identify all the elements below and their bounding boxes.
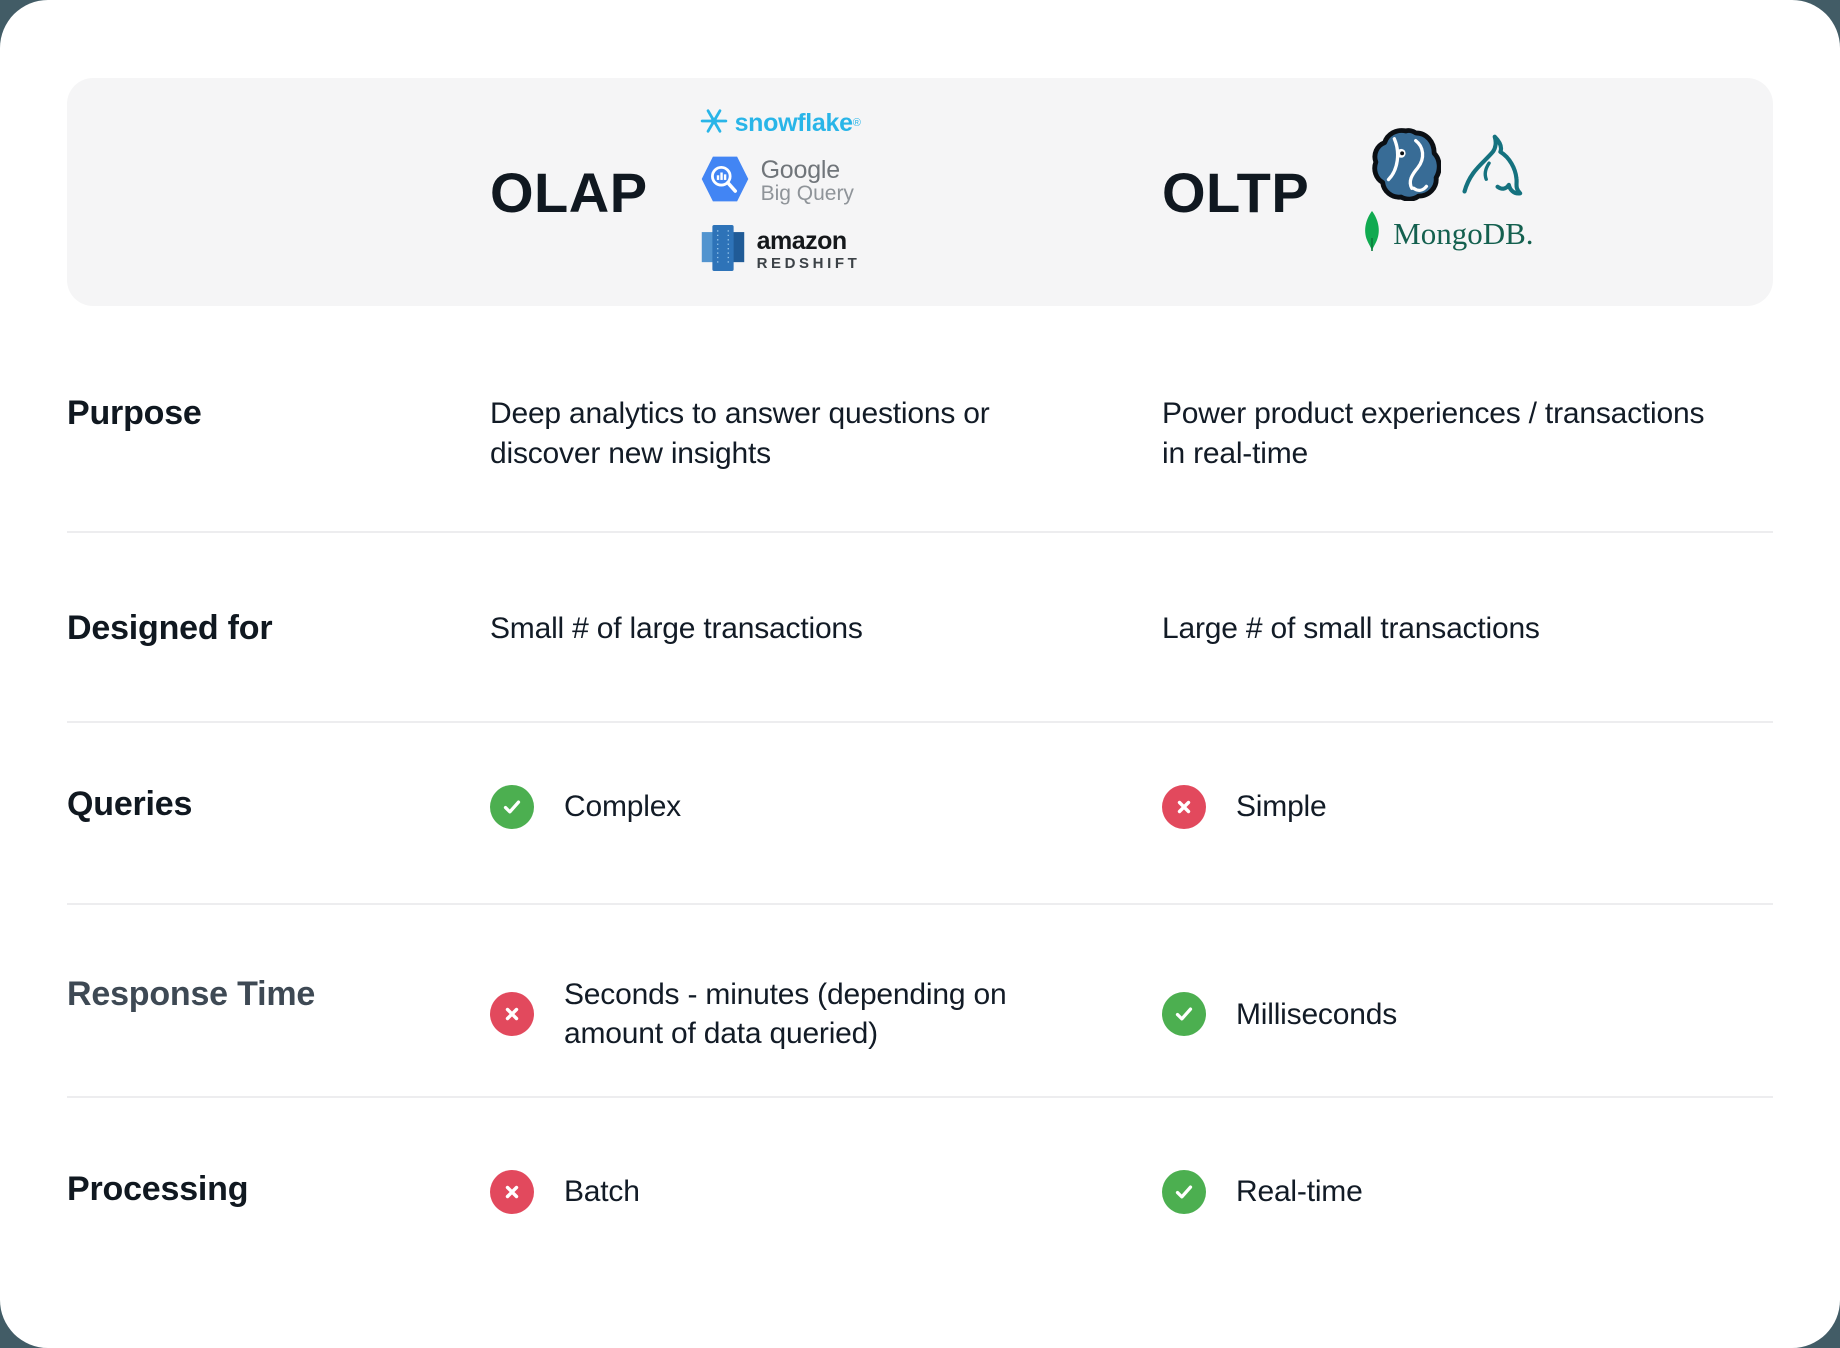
header-band: OLAP snowflake ® xyxy=(67,78,1773,306)
row-divider xyxy=(67,1095,1773,1098)
check-icon xyxy=(1162,1169,1206,1214)
row-divider xyxy=(67,720,1773,723)
mongodb-label: MongoDB. xyxy=(1393,215,1534,251)
oltp-header: OLTP xyxy=(1162,127,1773,257)
cross-icon xyxy=(490,992,534,1037)
row-processing: Processing Batch Real-time xyxy=(0,1098,1840,1254)
row-label-designed-for: Designed for xyxy=(67,609,273,648)
redshift-label: REDSHIFT xyxy=(756,254,861,272)
oltp-response-time-value: Milliseconds xyxy=(1236,997,1397,1031)
google-label: Google xyxy=(760,155,841,184)
google-bigquery-logo: Google Big Query xyxy=(700,152,854,211)
row-divider xyxy=(67,531,1773,534)
cross-icon xyxy=(1162,784,1206,829)
amazon-redshift-logo-icon xyxy=(700,223,746,278)
olap-response-time-value: Seconds - minutes (depending on amount o… xyxy=(564,977,1007,1051)
olap-purpose-value: Deep analytics to answer questions or di… xyxy=(490,397,990,470)
mysql-dolphin-logo-icon xyxy=(1457,131,1523,206)
google-bigquery-logo-icon xyxy=(700,152,750,211)
oltp-designed-for-value: Large # of small transactions xyxy=(1162,612,1540,646)
row-response-time: Response Time Seconds - minutes (dependi… xyxy=(0,905,1840,1096)
row-label-response-time: Response Time xyxy=(67,974,316,1013)
oltp-title: OLTP xyxy=(1162,160,1310,224)
check-icon xyxy=(1162,992,1206,1037)
oltp-processing-value: Real-time xyxy=(1236,1175,1363,1209)
olap-logo-stack: snowflake ® Google xyxy=(700,107,861,278)
olap-designed-for-value: Small # of large transactions xyxy=(490,612,863,646)
row-queries: Queries Complex Simple xyxy=(0,723,1840,903)
snowflake-label: snowflake xyxy=(734,108,853,137)
row-designed-for: Designed for Small # of large transactio… xyxy=(0,533,1840,721)
row-label-processing: Processing xyxy=(67,1169,249,1208)
cross-icon xyxy=(490,1169,534,1214)
amazon-redshift-logo: amazon REDSHIFT xyxy=(700,223,861,278)
olap-title: OLAP xyxy=(490,160,648,224)
row-label-purpose: Purpose xyxy=(67,394,202,432)
row-label-queries: Queries xyxy=(67,784,193,823)
check-icon xyxy=(490,784,534,829)
snowflake-logo-icon xyxy=(700,107,728,140)
row-divider xyxy=(67,902,1773,905)
mongodb-logo: MongoDB. xyxy=(1361,210,1534,257)
amazon-label: amazon xyxy=(756,227,848,255)
postgresql-elephant-logo-icon xyxy=(1371,127,1442,206)
bigquery-label: Big Query xyxy=(760,182,854,206)
snowflake-reg-mark: ® xyxy=(852,117,861,129)
oltp-queries-value: Simple xyxy=(1236,789,1327,823)
oltp-purpose-value: Power product experiences / transactions… xyxy=(1162,397,1705,470)
olap-queries-value: Complex xyxy=(564,789,681,823)
oltp-logo-stack: MongoDB. xyxy=(1361,127,1534,257)
mongodb-leaf-logo-icon xyxy=(1361,210,1383,257)
snowflake-logo: snowflake ® xyxy=(700,107,861,140)
olap-header: OLAP snowflake ® xyxy=(490,107,1162,278)
row-purpose: Purpose Deep analytics to answer questio… xyxy=(0,306,1840,531)
olap-processing-value: Batch xyxy=(564,1175,640,1209)
